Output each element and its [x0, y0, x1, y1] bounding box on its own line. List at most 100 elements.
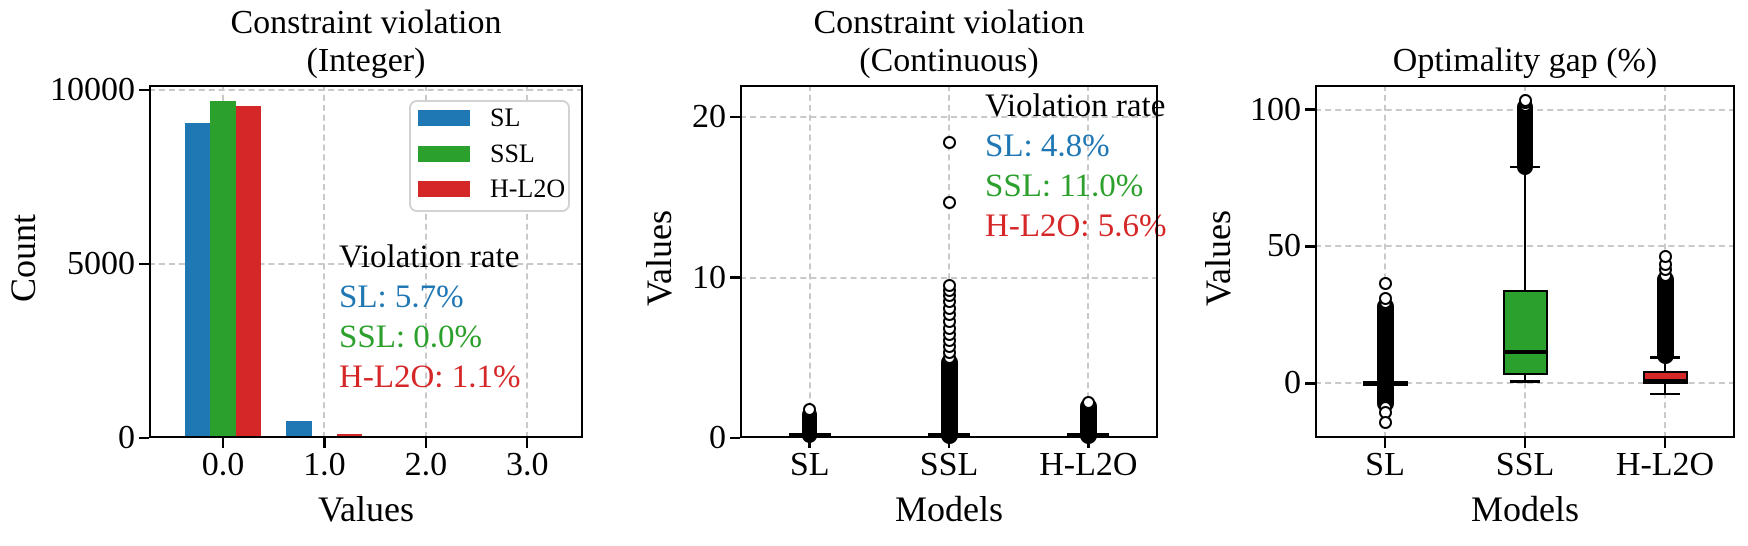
legend-swatch-ssl	[418, 145, 470, 162]
grid-line-horizontal	[149, 263, 583, 266]
boxplot-ssl-outlier-column	[940, 354, 958, 445]
boxplot-sl-outlier-dot	[1378, 416, 1392, 430]
y-tick-mark	[1305, 382, 1315, 385]
violation-rate-line: SSL: 0.0%	[339, 319, 483, 355]
violation-rate-line: SL: 5.7%	[339, 279, 464, 315]
x-tick-label: 2.0	[404, 446, 448, 483]
boxplot-h-l2o-outlier-dot	[1081, 396, 1095, 410]
bar-sl-bin0	[184, 123, 211, 438]
boxplot-sl-outlier-dot	[1378, 291, 1392, 305]
bar-ssl-bin0	[210, 100, 236, 438]
boxplot-h-l2o-median-line	[1642, 378, 1688, 383]
x-tick-mark	[808, 438, 811, 448]
x-tick-mark	[525, 438, 529, 448]
y-tick-label: 0	[118, 419, 135, 456]
grid-line-vertical	[1087, 85, 1090, 438]
x-tick-mark	[424, 438, 428, 448]
violation-rate-line: SL: 4.8%	[985, 128, 1110, 164]
y-tick-mark	[139, 262, 149, 266]
x-tick-mark	[1663, 438, 1667, 448]
legend-swatch-sl	[418, 110, 470, 126]
grid-line-horizontal	[149, 89, 583, 92]
boxplot-sl-outlier-dot	[803, 403, 817, 417]
bar-h-l2o-bin0	[235, 105, 262, 438]
violation-rate-line: SSL: 11.0%	[985, 168, 1144, 204]
x-tick-label: 0.0	[201, 446, 245, 483]
y-tick-mark	[730, 276, 740, 279]
boxplot-ssl-whisker-line	[1523, 167, 1527, 291]
x-tick-mark	[1383, 438, 1387, 448]
x-tick-label: 1.0	[303, 446, 346, 483]
x-axis-label: Models	[1471, 489, 1579, 529]
x-tick-label: 3.0	[505, 446, 549, 483]
legend-swatch-h-l2o	[418, 181, 470, 197]
y-tick-mark	[730, 115, 740, 119]
boxplot-ssl-outlier-dot	[1518, 93, 1532, 107]
boxplot-h-l2o-outlier-column	[1079, 398, 1097, 445]
boxplot-ssl-outlier-dot	[942, 195, 956, 209]
plot-border	[1315, 85, 1735, 438]
x-tick-mark	[1523, 438, 1527, 448]
plot-border	[740, 85, 1158, 438]
grid-line-vertical	[808, 85, 811, 438]
y-tick-label: 10000	[50, 71, 135, 109]
y-tick-label: 50	[1267, 227, 1301, 265]
y-tick-mark	[139, 436, 149, 440]
y-tick-mark	[730, 436, 740, 440]
boxplot-ssl-outlier-dot	[942, 136, 956, 150]
x-tick-label: H-L2O	[1039, 446, 1138, 483]
legend-label: SSL	[490, 138, 535, 168]
grid-line-vertical	[948, 85, 950, 438]
x-axis-label: Models	[895, 489, 1003, 529]
violation-rate-line: H-L2O: 5.6%	[985, 208, 1167, 244]
chart-title-line: Constraint violation	[813, 4, 1085, 41]
plot-border	[149, 85, 583, 438]
x-tick-mark	[323, 438, 326, 448]
x-axis-label: Values	[318, 489, 414, 529]
y-tick-mark	[1305, 245, 1315, 248]
boxplot-ssl-outlier-dot	[942, 279, 956, 293]
boxplot-h-l2o-whisker-line	[1663, 384, 1667, 395]
bar-sl-bin1	[286, 420, 312, 438]
grid-line-vertical	[323, 85, 326, 438]
bar-h-l2o-bin1	[337, 433, 363, 438]
chart-title-line: (Integer)	[306, 42, 426, 79]
y-tick-label: 10	[692, 258, 726, 296]
violation-rate-title: Violation rate	[985, 88, 1166, 124]
y-tick-label: 0	[709, 419, 726, 456]
legend-label: H-L2O	[490, 174, 566, 203]
boxplot-ssl-box	[1502, 290, 1548, 376]
chart-title-line: Constraint violation	[230, 4, 502, 41]
grid-line-vertical	[1384, 85, 1386, 438]
y-tick-mark	[139, 88, 149, 92]
y-tick-label: 0	[1284, 364, 1301, 402]
boxplot-ssl-median-line	[1502, 349, 1548, 354]
x-tick-label: H-L2O	[1615, 446, 1715, 483]
x-tick-label: SSL	[1495, 446, 1555, 483]
legend-label: SL	[490, 103, 521, 132]
boxplot-h-l2o-outlier-column	[1656, 270, 1674, 365]
boxplot-ssl-whisker-cap	[1510, 380, 1540, 383]
boxplot-ssl-whisker-line	[1523, 375, 1527, 382]
grid-line-vertical	[526, 85, 529, 438]
x-tick-label: SL	[789, 446, 830, 483]
boxplot-ssl-outlier-column	[1517, 98, 1533, 176]
y-tick-label: 20	[692, 98, 726, 136]
violation-rate-title: Violation rate	[339, 239, 520, 275]
chart-title-line: (Continuous)	[859, 42, 1039, 79]
x-tick-label: SSL	[919, 446, 979, 483]
boxplot-sl-outlier-column	[802, 407, 818, 444]
y-tick-label: 5000	[67, 245, 135, 283]
violation-rate-line: H-L2O: 1.1%	[339, 359, 521, 395]
x-tick-label: SL	[1365, 446, 1405, 483]
grid-line-vertical	[424, 85, 427, 438]
boxplot-sl-outlier-dot	[1378, 276, 1392, 290]
boxplot-sl-outlier-column	[1376, 298, 1394, 413]
boxplot-h-l2o-outlier-dot	[1658, 249, 1672, 263]
chart-title-line: Optimality gap (%)	[1392, 42, 1658, 79]
y-tick-mark	[1305, 108, 1315, 111]
